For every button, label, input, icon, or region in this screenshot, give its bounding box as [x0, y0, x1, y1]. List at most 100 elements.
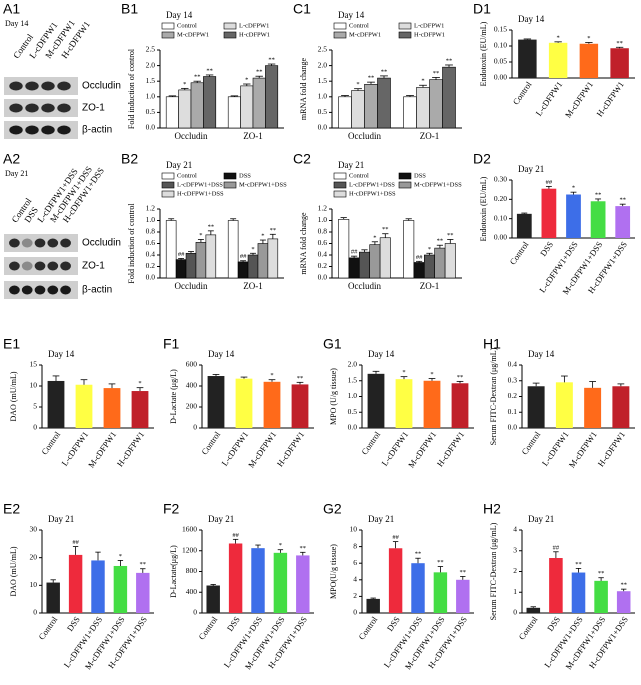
- y-tick-label: 0.8: [318, 227, 328, 236]
- blot-band: [9, 125, 23, 135]
- y-tick-label: 1600: [182, 525, 197, 534]
- bar: [291, 384, 309, 428]
- bar: [296, 555, 310, 613]
- y-tick-label: 0: [33, 423, 37, 432]
- bar: [377, 77, 391, 129]
- significance: **: [381, 68, 388, 75]
- legend-swatch: [223, 31, 237, 39]
- blot-title: Day 21: [5, 169, 28, 178]
- chart-title: Day 14: [368, 349, 395, 359]
- significance: **: [415, 551, 422, 558]
- significance: ##: [72, 539, 79, 546]
- significance: *: [356, 81, 359, 88]
- y-axis-label: DAO (mU/mL): [9, 546, 18, 596]
- legend-label: Control: [349, 22, 369, 29]
- x-tick-label: ZO-1: [420, 281, 440, 291]
- x-tick-label: H-cDFPW1: [435, 430, 466, 469]
- x-tick-label: Control: [36, 614, 59, 642]
- bar: [590, 201, 606, 238]
- blot-band: [57, 81, 71, 91]
- y-tick-label: 0.5: [348, 407, 358, 416]
- blot-strip: [4, 121, 78, 139]
- x-tick-label: L-cDFPW1: [219, 430, 250, 468]
- x-tick-label: L-cDFPW1: [379, 430, 410, 468]
- y-axis-label: MPO(U/g tissue): [329, 544, 338, 599]
- x-tick-label: H-cDFPW1: [275, 430, 306, 469]
- band-label: Occludin: [82, 81, 121, 92]
- y-axis-label: Serum FITC-Dextran (μg/mL): [489, 522, 498, 620]
- y-tick-label: 5: [33, 402, 37, 411]
- y-tick-label: 0.0: [146, 123, 156, 132]
- x-tick-label: M-cDFPW1: [86, 430, 118, 470]
- chart-title: Day 21: [166, 160, 192, 170]
- x-tick-label: DSS: [538, 239, 555, 258]
- y-tick-label: 0.00: [494, 73, 507, 82]
- blot-band: [25, 103, 39, 113]
- y-axis-label: Endotoxin (EU/mL): [479, 21, 488, 86]
- significance: *: [251, 246, 254, 253]
- x-tick-label: Control: [199, 429, 222, 457]
- bar: [369, 244, 381, 279]
- blot-band: [34, 261, 46, 271]
- significance: **: [447, 232, 454, 239]
- significance: *: [428, 246, 431, 253]
- legend-swatch: [161, 31, 175, 39]
- y-axis-label: MPO (U/g tissue): [329, 368, 338, 425]
- significance: **: [619, 197, 626, 204]
- band-label: ZO-1: [82, 103, 105, 114]
- significance: **: [194, 74, 201, 81]
- legend-swatch: [333, 22, 347, 30]
- y-axis-label: D-Lactate (μg/L): [169, 369, 178, 424]
- panel-label: F1: [163, 336, 180, 352]
- legend-swatch: [333, 190, 347, 198]
- y-tick-label: 20: [30, 552, 38, 561]
- legend-swatch: [398, 181, 412, 189]
- blot-band: [9, 261, 20, 271]
- y-axis-label: mRNA fold change: [299, 212, 308, 275]
- blot-band: [41, 103, 55, 113]
- bar: [571, 572, 586, 613]
- bar: [227, 96, 241, 129]
- y-tick-label: 0: [513, 608, 517, 617]
- bar: [175, 259, 187, 279]
- y-tick-label: 0: [33, 608, 37, 617]
- blot-band: [60, 285, 71, 295]
- y-tick-label: 0: [193, 423, 197, 432]
- panel-label: D1: [473, 1, 491, 17]
- legend-swatch: [223, 181, 237, 189]
- chart-title: Day 21: [48, 514, 74, 524]
- panel-label: G1: [323, 336, 342, 352]
- y-tick-label: 0.0: [146, 273, 156, 282]
- y-axis-label: Fold induction of control: [127, 203, 136, 284]
- y-tick-label: 1.0: [348, 391, 358, 400]
- y-tick-label: 10: [30, 580, 38, 589]
- x-tick-label: Control: [516, 614, 539, 642]
- significance: **: [620, 582, 627, 589]
- y-tick-label: 0.8: [146, 227, 156, 236]
- bar: [434, 247, 446, 279]
- bar: [579, 43, 599, 78]
- y-tick-label: 0.10: [494, 41, 507, 50]
- y-tick-label: 15: [30, 360, 38, 369]
- x-tick-label: L-cDFPW1: [540, 430, 571, 468]
- legend-swatch: [333, 172, 347, 180]
- y-tick-label: 1.0: [146, 92, 156, 101]
- x-tick-label: Occludin: [348, 131, 381, 141]
- x-tick-label: Occludin: [175, 131, 208, 141]
- significance: **: [446, 57, 453, 64]
- y-tick-label: 1.2: [318, 204, 328, 213]
- legend-label: H-cDFPW1: [239, 31, 270, 38]
- bar: [348, 257, 360, 279]
- x-tick-label: DSS: [65, 614, 82, 633]
- panel-label: G2: [323, 501, 342, 517]
- bar: [423, 380, 441, 428]
- bar: [338, 219, 350, 279]
- bar: [358, 251, 370, 279]
- blot-band: [25, 125, 39, 135]
- bar: [240, 85, 254, 129]
- bar: [616, 591, 631, 613]
- significance: **: [140, 561, 147, 568]
- blot-band: [60, 238, 71, 248]
- blot-band: [57, 125, 71, 135]
- significance: *: [402, 369, 405, 376]
